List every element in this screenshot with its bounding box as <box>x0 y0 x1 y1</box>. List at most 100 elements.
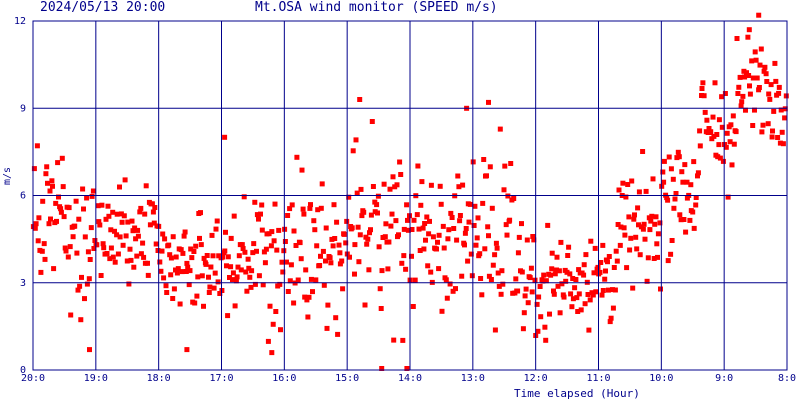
data-point <box>404 202 410 208</box>
data-point <box>87 347 92 353</box>
data-point <box>727 139 733 145</box>
data-point <box>235 264 241 270</box>
data-point <box>238 267 244 273</box>
data-point <box>531 237 537 243</box>
data-point <box>493 240 499 246</box>
data-point <box>409 253 414 259</box>
data-point <box>712 80 718 86</box>
data-point <box>185 264 191 270</box>
data-point <box>559 281 565 287</box>
data-point <box>135 233 141 239</box>
data-point <box>602 276 608 282</box>
data-point <box>760 122 766 128</box>
data-point <box>239 242 245 248</box>
data-point <box>367 230 372 236</box>
data-point <box>375 193 381 199</box>
data-point <box>770 128 775 134</box>
data-point <box>126 281 132 287</box>
data-point <box>376 244 382 250</box>
data-point <box>195 274 201 280</box>
data-point <box>137 209 143 215</box>
data-point <box>173 254 179 260</box>
data-point <box>131 264 137 270</box>
data-point <box>122 177 128 183</box>
data-point <box>725 194 731 200</box>
data-point <box>65 254 71 260</box>
data-point <box>570 296 576 302</box>
data-point <box>50 183 55 189</box>
data-point <box>449 215 455 220</box>
data-point <box>504 232 510 238</box>
data-point <box>233 278 239 284</box>
data-point <box>355 224 361 230</box>
data-point <box>188 246 194 252</box>
x-tick-label: 20:0 <box>21 373 45 384</box>
data-point <box>524 237 530 243</box>
data-point <box>411 217 417 223</box>
data-point <box>121 213 127 219</box>
data-point <box>143 183 149 189</box>
data-point <box>178 247 184 253</box>
data-point <box>383 221 389 227</box>
data-point <box>636 222 641 228</box>
data-point <box>198 210 203 216</box>
data-point <box>310 289 315 295</box>
data-point <box>654 241 660 247</box>
y-tick-label: 12 <box>14 16 26 27</box>
data-point <box>58 206 64 212</box>
data-point <box>191 249 197 254</box>
data-point <box>40 198 46 204</box>
data-point <box>379 366 385 371</box>
data-point <box>548 272 554 278</box>
data-point <box>700 80 706 86</box>
data-point <box>107 256 113 262</box>
data-point <box>635 205 641 211</box>
data-point <box>265 338 271 344</box>
y-tick-labels: 0 3 6 9 12 <box>14 16 26 376</box>
data-point <box>482 246 488 252</box>
data-point <box>278 327 283 333</box>
data-point <box>234 274 240 280</box>
data-point <box>525 300 531 306</box>
data-point <box>323 258 328 264</box>
data-point <box>697 128 703 134</box>
data-point <box>507 217 513 223</box>
data-point <box>440 223 446 229</box>
data-point <box>626 214 632 220</box>
data-point <box>48 216 53 222</box>
data-point <box>728 122 734 128</box>
data-point <box>302 294 308 300</box>
data-point <box>98 273 104 278</box>
data-point <box>551 288 556 294</box>
data-point <box>53 200 59 206</box>
data-point <box>291 300 297 306</box>
data-point <box>736 84 742 90</box>
data-point <box>501 187 507 193</box>
data-point <box>615 222 621 227</box>
data-point <box>776 90 782 96</box>
data-point <box>217 291 223 296</box>
data-point <box>150 209 156 215</box>
data-point <box>475 215 481 221</box>
data-point <box>193 243 199 249</box>
data-point <box>405 227 411 233</box>
data-point <box>655 254 660 260</box>
data-point <box>574 295 580 301</box>
data-point <box>259 202 265 208</box>
data-point <box>189 255 195 261</box>
data-point <box>527 275 533 281</box>
data-point <box>391 337 397 343</box>
data-point <box>267 303 273 309</box>
y-tick-label: 3 <box>20 278 26 289</box>
data-point <box>561 294 567 300</box>
data-point <box>554 254 560 260</box>
data-point <box>486 233 491 239</box>
data-point <box>55 160 61 166</box>
data-point <box>670 176 676 182</box>
data-point <box>163 283 169 289</box>
data-point <box>115 251 121 257</box>
data-point <box>324 325 330 331</box>
data-point <box>451 226 457 231</box>
data-point <box>443 277 449 283</box>
data-point <box>457 218 463 224</box>
